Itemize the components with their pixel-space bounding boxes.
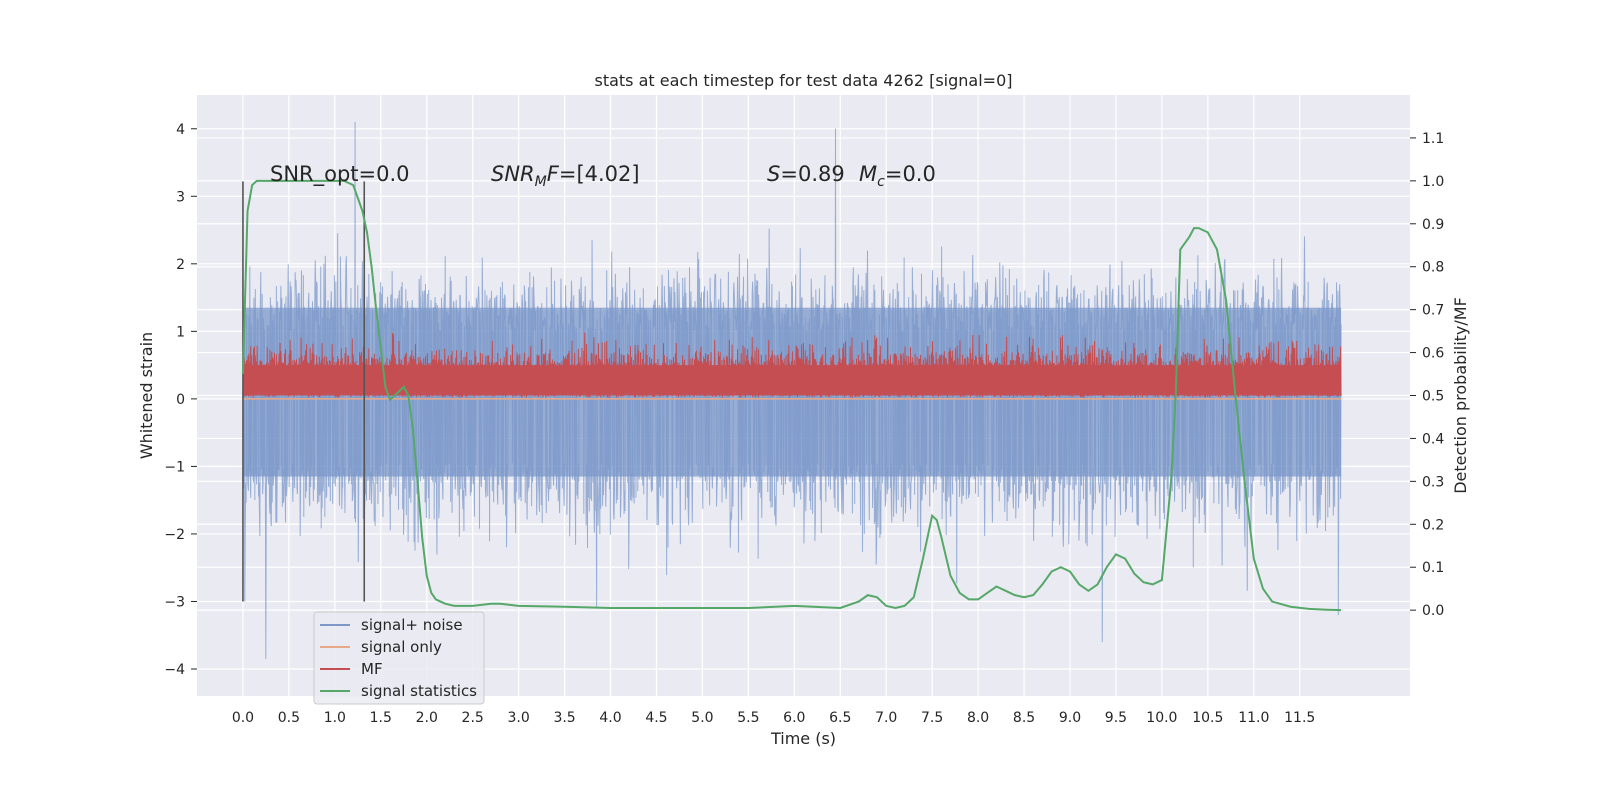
legend-box xyxy=(313,611,485,705)
x-tick-label: 3.5 xyxy=(553,710,575,726)
x-tick-label: 1.0 xyxy=(324,710,346,726)
x-tick-label: 10.5 xyxy=(1192,710,1223,726)
series-mf xyxy=(242,332,1342,398)
x-tick-label: 6.5 xyxy=(829,710,851,726)
y2-tick-label: 1.0 xyxy=(1422,174,1444,190)
x-tick-label: 9.5 xyxy=(1105,710,1127,726)
x-tick-label: 2.0 xyxy=(416,710,438,726)
annotation-s: S=0.89 xyxy=(767,162,845,186)
series-signal-noise xyxy=(242,122,1342,659)
x-tick-label: 9.0 xyxy=(1059,710,1081,726)
legend-label: signal statistics xyxy=(361,682,477,700)
y2-tick-label: 0.2 xyxy=(1422,517,1444,533)
y2-axis-title: Detection probability/MF xyxy=(1451,297,1470,494)
annotation-s-value: 0.89 xyxy=(798,162,845,186)
x-tick-label: 6.0 xyxy=(783,710,805,726)
x-tick-label: 4.0 xyxy=(599,710,621,726)
y2-tick-label: 0.6 xyxy=(1422,346,1444,362)
x-tick-label: 11.0 xyxy=(1238,710,1269,726)
legend-label: signal only xyxy=(361,638,442,656)
x-tick-label: 7.5 xyxy=(921,710,943,726)
series-signal-statistics xyxy=(241,179,1342,612)
y2-tick-label: 0.9 xyxy=(1422,217,1444,233)
legend-label: signal+ noise xyxy=(361,616,463,634)
axes: 0.0 0.5 1.0 1.5 2.0 2.5 3.0 3.5 4.0 4.5 5.0 5.5 6.0 6… xyxy=(164,122,1444,726)
x-tick-label: 1.5 xyxy=(370,710,392,726)
y2-tick-label: 0.5 xyxy=(1422,389,1444,405)
x-axis-title: Time (s) xyxy=(770,729,836,748)
annotation-snr-mf-value: [4.02] xyxy=(576,162,639,186)
x-tick-label: 8.5 xyxy=(1013,710,1035,726)
plot-content xyxy=(241,122,1342,659)
y2-tick-label: 1.1 xyxy=(1422,131,1444,147)
annotation-mc-value: 0.0 xyxy=(902,162,935,186)
y-tick-label: 3 xyxy=(176,189,185,205)
y-tick-label: 0 xyxy=(176,392,185,408)
x-tick-label: 3.0 xyxy=(507,710,529,726)
x-tick-label: 0.5 xyxy=(278,710,300,726)
y-tick-label: −4 xyxy=(164,662,185,678)
annotations: SNR_opt=0.0 SNRMF=[4.02] S=0.89 Mc=0.0 xyxy=(270,162,936,190)
y2-tick-label: 0.7 xyxy=(1422,303,1444,319)
x-tick-label: 5.0 xyxy=(691,710,713,726)
x-tick-label: 10.0 xyxy=(1146,710,1177,726)
legend: signal+ noise signal only MF signal statist… xyxy=(313,611,485,705)
y-tick-label: −2 xyxy=(164,527,185,543)
y2-tick-label: 0.8 xyxy=(1422,260,1444,276)
annotation-snr-mf: SNRMF=[4.02] xyxy=(491,162,640,190)
y-tick-label: −1 xyxy=(164,459,185,475)
y2-tick-label: 0.4 xyxy=(1422,431,1444,447)
x-tick-label: 2.5 xyxy=(462,710,484,726)
x-tick-label: 8.0 xyxy=(967,710,989,726)
y-axis-title: Whitened strain xyxy=(137,332,156,459)
y-tick-label: 4 xyxy=(176,122,185,138)
annotation-snr-opt: SNR_opt=0.0 xyxy=(270,162,410,187)
x-tick-label: 0.0 xyxy=(232,710,254,726)
x-tick-label: 7.0 xyxy=(875,710,897,726)
chart-title: stats at each timestep for test data 426… xyxy=(594,71,1012,90)
x-tick-label: 11.5 xyxy=(1284,710,1315,726)
y-tick-label: 1 xyxy=(176,324,185,340)
y-tick-label: −3 xyxy=(164,594,185,610)
y2-tick-label: 0.0 xyxy=(1422,603,1444,619)
y2-tick-label: 0.3 xyxy=(1422,474,1444,490)
x-tick-label: 4.5 xyxy=(645,710,667,726)
legend-label: MF xyxy=(361,660,383,678)
x-tick-label: 5.5 xyxy=(737,710,759,726)
y2-tick-label: 0.1 xyxy=(1422,560,1444,576)
annotation-mc: Mc=0.0 xyxy=(859,162,936,190)
y-tick-label: 2 xyxy=(176,257,185,273)
